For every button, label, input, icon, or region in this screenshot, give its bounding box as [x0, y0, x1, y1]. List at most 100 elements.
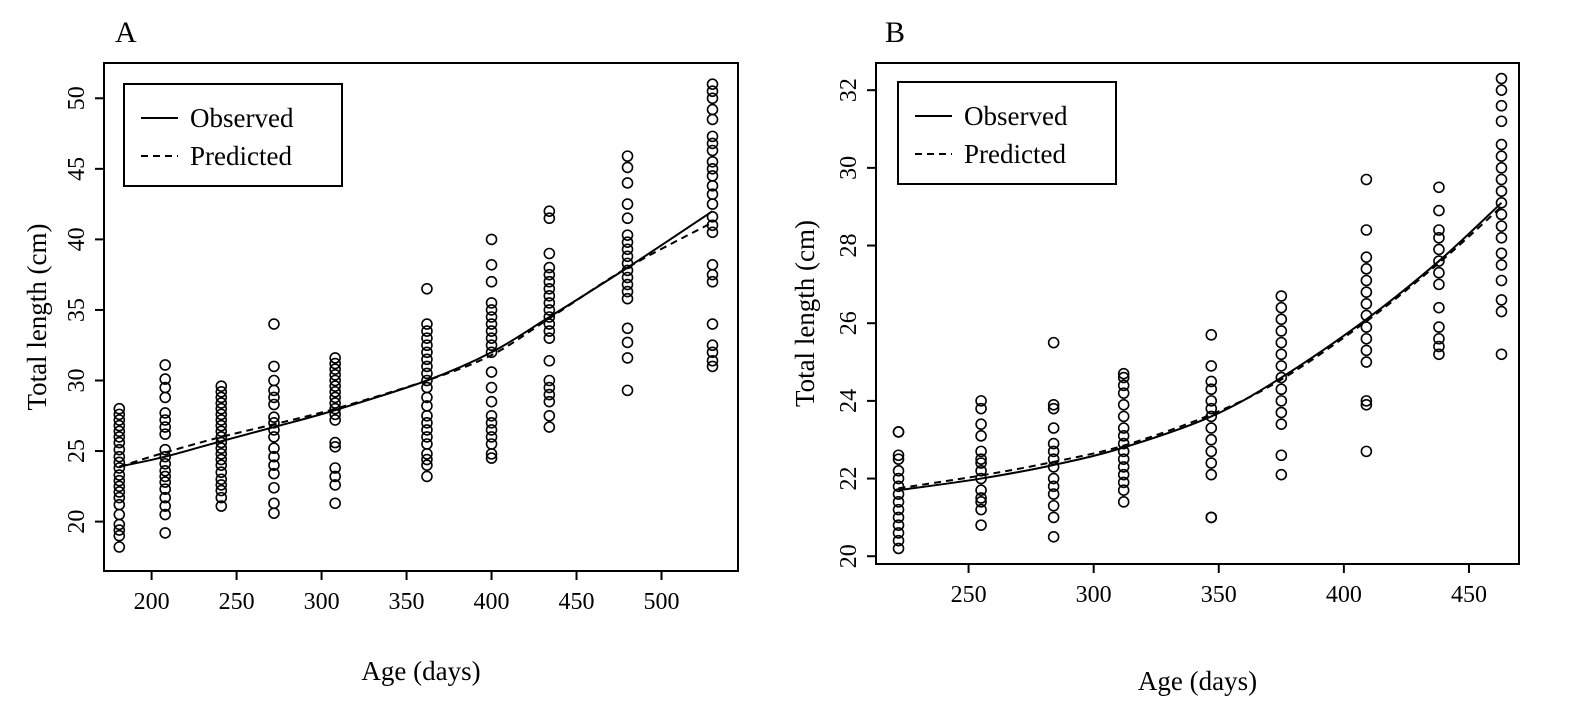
data-point	[543, 325, 556, 337]
panel-letter: A	[115, 16, 137, 49]
data-point	[706, 155, 719, 168]
data-point	[621, 336, 634, 349]
data-point	[421, 470, 433, 483]
data-point	[329, 380, 341, 392]
data-point	[1205, 445, 1218, 458]
y-tick-label: 20	[836, 544, 862, 568]
data-point	[113, 469, 126, 481]
data-point	[421, 325, 433, 337]
data-point	[1117, 398, 1130, 411]
data-point	[706, 137, 719, 150]
data-point	[268, 481, 280, 494]
data-point	[421, 381, 433, 394]
data-point	[1433, 181, 1445, 194]
x-tick-label: 500	[644, 589, 680, 615]
data-point	[543, 205, 556, 217]
data-point	[621, 322, 634, 335]
panel-letter: B	[885, 16, 905, 49]
data-point	[975, 503, 987, 516]
data-point	[159, 465, 171, 477]
data-point	[421, 431, 433, 443]
data-point	[1433, 348, 1445, 361]
data-point	[1433, 231, 1445, 244]
data-point	[1360, 332, 1373, 345]
data-point	[621, 161, 634, 174]
data-point	[421, 332, 433, 344]
data-point	[1495, 84, 1508, 96]
data-point	[1275, 360, 1288, 372]
data-point	[706, 198, 719, 210]
data-point	[1495, 348, 1508, 361]
data-point	[543, 332, 556, 344]
data-point	[485, 275, 498, 288]
data-point	[485, 233, 498, 246]
data-point	[1360, 356, 1373, 368]
data-point	[706, 144, 719, 157]
predicted-line	[898, 205, 1503, 490]
data-point	[1360, 321, 1373, 333]
data-point	[421, 409, 433, 422]
data-point	[215, 484, 228, 497]
data-point	[706, 354, 719, 367]
data-point	[1275, 383, 1288, 396]
data-point	[485, 424, 498, 436]
data-point	[113, 436, 126, 449]
legend-label-observed: Observed	[190, 103, 294, 133]
data-point	[1047, 499, 1060, 512]
data-point	[621, 236, 634, 249]
data-point	[892, 519, 905, 531]
data-point	[113, 414, 126, 426]
data-point	[268, 442, 280, 455]
data-point	[1495, 274, 1508, 287]
data-point	[1495, 294, 1508, 306]
data-point	[485, 332, 498, 344]
data-point	[421, 353, 433, 366]
data-point	[706, 163, 719, 175]
data-point	[215, 442, 228, 455]
data-point	[975, 484, 987, 497]
data-point	[1360, 251, 1373, 263]
data-point	[485, 452, 498, 464]
x-tick-label: 250	[951, 582, 987, 608]
data-point	[706, 92, 719, 105]
data-point	[215, 408, 228, 421]
data-point	[1117, 496, 1130, 508]
data-point	[215, 473, 228, 486]
y-tick-label: 24	[836, 389, 862, 413]
y-tick-label: 30	[64, 369, 90, 393]
data-point	[329, 374, 341, 387]
data-point	[1360, 173, 1373, 186]
data-point	[1275, 348, 1288, 361]
data-point	[543, 297, 556, 309]
data-point	[485, 395, 498, 408]
data-point	[113, 408, 126, 421]
data-point	[268, 398, 280, 411]
data-point	[1117, 476, 1130, 489]
data-point	[621, 243, 634, 256]
data-point	[1117, 379, 1130, 392]
data-point	[485, 258, 498, 271]
data-point	[706, 258, 719, 271]
data-point	[1117, 410, 1130, 423]
data-point	[159, 470, 171, 483]
data-point	[975, 402, 987, 415]
data-point	[268, 507, 280, 519]
data-point	[268, 374, 280, 387]
data-point	[1205, 329, 1218, 341]
data-point	[1360, 263, 1373, 275]
data-point	[543, 304, 556, 316]
data-point	[1047, 488, 1060, 500]
data-point	[329, 497, 341, 510]
data-point	[159, 500, 171, 512]
data-point	[159, 421, 171, 433]
data-point	[159, 457, 171, 470]
data-point	[329, 441, 341, 453]
data-point	[1205, 511, 1218, 524]
data-point	[1360, 274, 1373, 287]
data-point	[1360, 398, 1373, 411]
data-point	[1495, 305, 1508, 318]
data-point	[215, 380, 228, 392]
data-point	[1275, 406, 1288, 419]
x-axis-title: Age (days)	[1138, 666, 1257, 696]
y-axis-title: Total length (cm)	[790, 220, 820, 407]
